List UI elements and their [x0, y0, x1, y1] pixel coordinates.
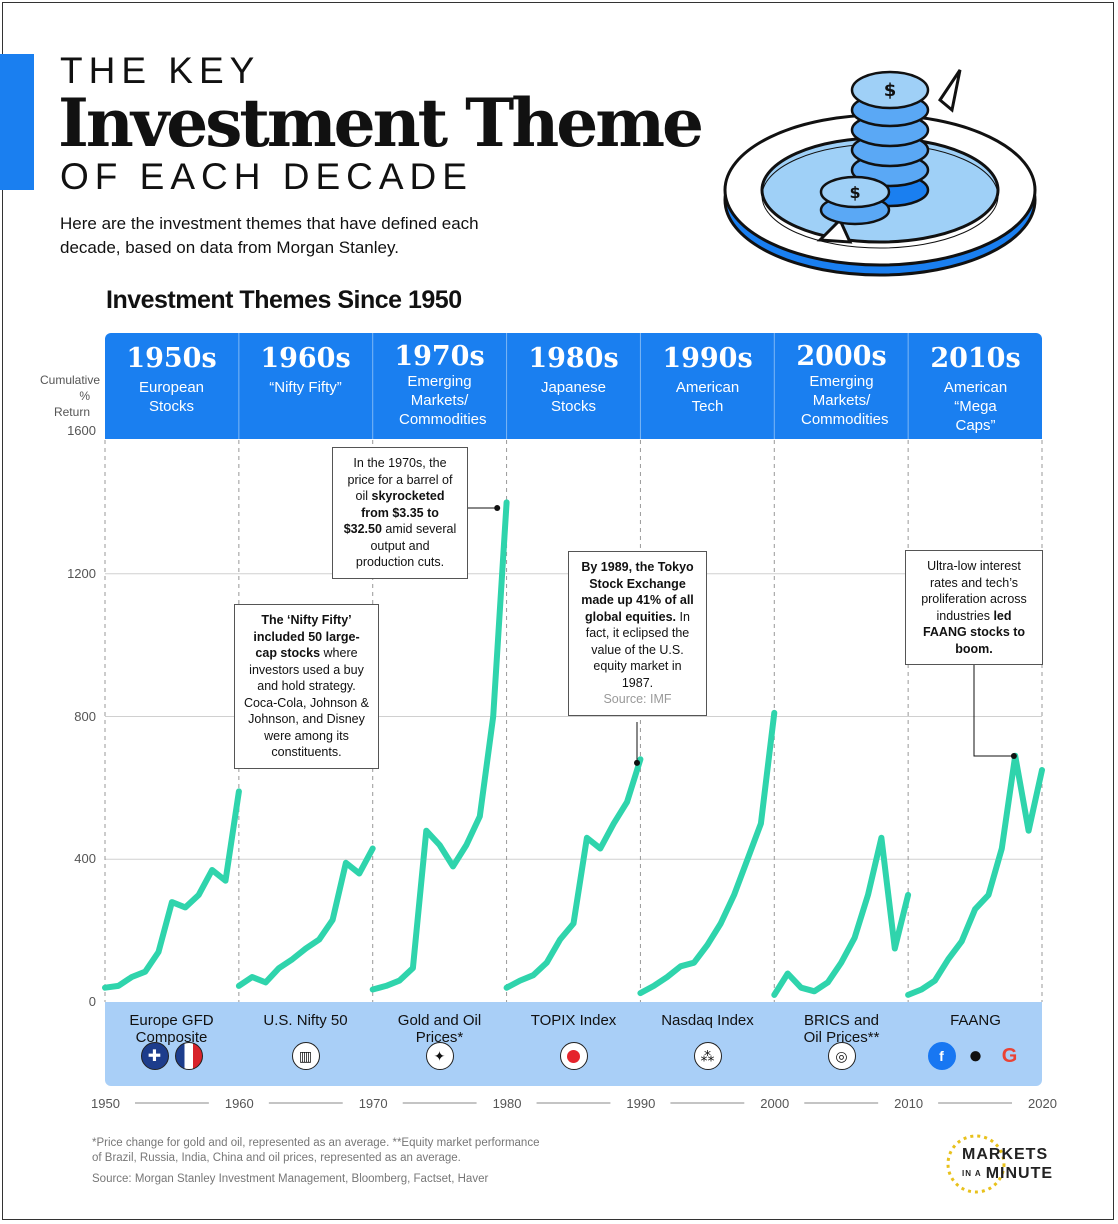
faang-icons: f ● G	[909, 1042, 1042, 1070]
x-tick-label: 1980	[492, 1096, 522, 1111]
decade-year: 1980s	[528, 343, 619, 374]
x-tick-label: 2010	[894, 1096, 924, 1111]
svg-text:$: $	[884, 80, 897, 101]
decade-year: 2000s	[796, 341, 887, 372]
decade-header-1990s: 1990s American Tech	[641, 333, 774, 439]
coins-illustration: $ $	[723, 69, 1037, 277]
brand-line-2-small: IN A	[962, 1169, 982, 1179]
index-label: BRICS and Oil Prices**	[803, 1012, 880, 1046]
annotation-text: skyrocketed from $3.35 to $32.50	[343, 489, 445, 536]
decade-header-1960s: 1960s “Nifty Fifty”	[239, 333, 372, 439]
annotation-nifty: The ‘Nifty Fifty’ included 50 large-cap …	[234, 604, 379, 769]
tokyo-leader-dot	[634, 759, 640, 766]
annotation-faang: Ultra-low interest rates and tech’s prol…	[905, 550, 1043, 665]
index-label: Europe GFD Composite	[129, 1012, 214, 1046]
brand-line-1: MARKETS	[962, 1146, 1049, 1163]
brand-logo: MARKETS IN A MINUTE	[962, 1145, 1053, 1183]
gold-icons: ✦	[373, 1042, 506, 1070]
x-tick-label: 1970	[358, 1096, 388, 1111]
x-tick-label: 2020	[1028, 1096, 1057, 1111]
topix-icons	[507, 1042, 640, 1070]
decade-year: 1960s	[260, 343, 351, 374]
intro-text: Here are the investment themes that have…	[60, 214, 479, 257]
annotation-text: where investors used a buy and hold stra…	[243, 646, 370, 759]
decade-year: 2010s	[930, 343, 1021, 374]
svg-text:$: $	[849, 183, 860, 202]
decade-header-2000s: 2000s Emerging Markets/ Commodities	[775, 333, 908, 439]
annotation-tokyo: By 1989, the Tokyo Stock Exchange made u…	[568, 551, 707, 716]
decade-header-band	[105, 333, 1042, 439]
network-icon: ⁂	[693, 1042, 722, 1070]
accent-bar	[0, 54, 34, 190]
index-label: TOPIX Index	[530, 1012, 617, 1029]
nasdaq-icons: ⁂	[641, 1042, 774, 1070]
y-tick-label: 1200	[67, 565, 96, 581]
chart-title: Investment Themes Since 1950	[106, 286, 462, 314]
title-line-3: OF EACH DECADE	[60, 156, 473, 197]
faang-leader	[973, 656, 1014, 757]
annotation-text: In fact, it eclipsed the value of the U.…	[585, 609, 690, 690]
y-tick-label: 400	[74, 851, 96, 867]
x-tick-label: 1990	[626, 1096, 656, 1111]
brics-icons: ◎	[775, 1042, 908, 1070]
index-label: Nasdaq Index	[661, 1012, 754, 1029]
annotation-text: Ultra-low interest rates and tech’s prol…	[921, 559, 1027, 623]
annotation-text: By 1989, the Tokyo Stock Exchange made u…	[581, 560, 694, 624]
annotation-text: The ‘Nifty Fifty’ included 50 large-cap …	[253, 613, 360, 660]
decade-header-1970s: 1970s Emerging Markets/ Commodities	[373, 333, 506, 439]
decade-theme: Emerging Markets/ Commodities	[801, 373, 889, 428]
y-axis-label: Cumulative % Return	[40, 373, 101, 419]
annotation-text: amid several output and production cuts.	[355, 522, 457, 569]
decade-year: 1970s	[394, 341, 485, 372]
index-label: FAANG	[950, 1012, 1001, 1029]
nifty-icons: ▥	[239, 1042, 372, 1070]
annotation-source: Source: IMF	[603, 692, 672, 706]
annotation-text: In the 1970s, the price for a barrel of …	[347, 456, 453, 503]
x-tick-label: 2000	[760, 1096, 790, 1111]
title-line-1: THE KEY	[60, 50, 261, 91]
faang-leader-dot	[1010, 753, 1017, 759]
footnote-line-1: *Price change for gold and oil, represen…	[92, 1137, 540, 1149]
x-tick-label: 1960	[224, 1096, 254, 1111]
decade-header-1980s: 1980s Japanese Stocks	[507, 333, 640, 439]
uk-flag-icon: ✚	[140, 1042, 169, 1070]
decade-theme: European Stocks	[138, 379, 205, 415]
france-flag-icon	[174, 1042, 203, 1070]
index-label: U.S. Nifty 50	[263, 1012, 348, 1029]
decade-header-2010s: 2010s American “Mega Caps”	[909, 333, 1042, 439]
y-tick-label: 1600	[67, 423, 96, 438]
y-tick-label: 800	[74, 708, 96, 724]
decade-theme: Emerging Markets/ Commodities	[399, 373, 487, 428]
oil-leader-dot	[494, 505, 501, 511]
decade-theme: Japanese Stocks	[540, 379, 607, 415]
brand-line-2: MINUTE	[985, 1165, 1054, 1182]
decade-theme: American Tech	[675, 379, 740, 415]
index-label: Gold and Oil Prices*	[397, 1012, 482, 1046]
facebook-icon: f	[927, 1042, 956, 1070]
y-tick-label: 0	[88, 994, 96, 1009]
decade-year: 1990s	[662, 343, 753, 374]
apple-icon: ●	[968, 1042, 983, 1069]
footnote-line-2: of Brazil, Russia, India, China and oil …	[92, 1152, 461, 1164]
building-icon: ▥	[291, 1042, 320, 1070]
title-main: Investment Theme	[58, 84, 704, 162]
footnote-source: Source: Morgan Stanley Investment Manage…	[92, 1173, 489, 1185]
japan-flag-icon	[559, 1042, 588, 1070]
annotation-oil: In the 1970s, the price for a barrel of …	[332, 447, 468, 579]
decade-header-1950s: 1950s European Stocks	[105, 333, 238, 439]
globe-icon: ◎	[827, 1042, 856, 1070]
x-tick-label: 1950	[91, 1096, 120, 1111]
google-icon: G	[1001, 1044, 1018, 1067]
decade-theme: American “Mega Caps”	[943, 379, 1008, 434]
decade-theme: “Nifty Fifty”	[269, 379, 342, 396]
gold-oil-icon: ✦	[425, 1042, 454, 1070]
annotation-text: led FAANG stocks to boom.	[922, 608, 1026, 656]
decade-year: 1950s	[126, 343, 217, 374]
europe-icons: ✚	[105, 1042, 238, 1070]
